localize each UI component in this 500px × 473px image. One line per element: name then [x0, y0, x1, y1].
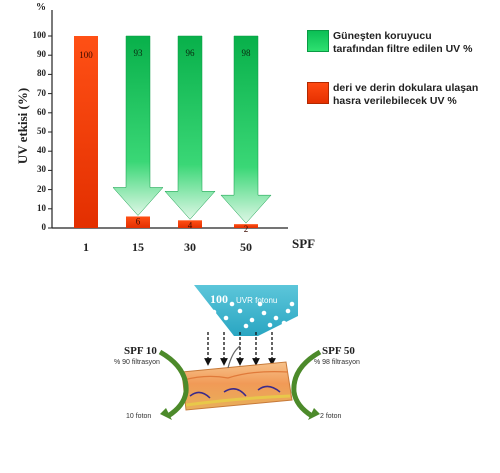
left-output-label: 10 foton: [126, 413, 152, 420]
y-tick-label: 50: [37, 126, 46, 136]
photon-dot: [289, 301, 295, 307]
hair: [227, 345, 241, 369]
photon-dot: [281, 320, 287, 326]
legend-label-reaching: deri ve derin dokulara ulaşan hasra veri…: [333, 82, 479, 107]
photon-dot: [203, 303, 209, 309]
skin-line: [183, 371, 289, 381]
y-tick-label: 10: [37, 202, 46, 213]
photon-dot: [243, 323, 249, 329]
legend-label-filtered: Güneşten koruyucu tarafından filtre edil…: [333, 30, 473, 55]
left-filter-label: % 90 filtrasyon: [114, 359, 160, 366]
photon-dot: [237, 308, 243, 314]
x-tick-label: 15: [132, 240, 144, 254]
right-arrowhead: [308, 408, 320, 420]
photon-dot: [267, 322, 273, 328]
data-label-reaching-1: 100: [79, 50, 93, 60]
left-output-arrow: [158, 349, 189, 419]
y-tick-label: 60: [37, 106, 46, 117]
y-tick-label: 90: [37, 49, 46, 60]
y-tick-label: 40: [37, 145, 46, 156]
y-tick-label: 100: [32, 30, 47, 40]
data-label-reaching-30: 4: [188, 220, 193, 230]
skin-vessels: [189, 385, 281, 399]
bar-reaching-15: [126, 216, 150, 228]
bar-filtered-30: [164, 35, 216, 220]
skin-fat-layer: [185, 394, 291, 407]
photon-dot: [219, 323, 225, 329]
data-label-filtered-30: 96: [186, 48, 196, 58]
x-tick-label: 30: [184, 240, 196, 254]
bar-filtered-50: [220, 35, 272, 224]
uvr-count: 100: [210, 292, 228, 306]
photon-dot: [223, 315, 229, 321]
data-label-filtered-50: 98: [242, 48, 252, 58]
right-output-arrow: [291, 349, 322, 419]
legend-swatch-green: [307, 30, 329, 52]
y-unit-label: %: [36, 2, 46, 13]
left-spf-label: SPF 10: [124, 345, 157, 357]
bar-reaching-1: [74, 36, 98, 228]
uvr-photon-box: [194, 285, 298, 336]
y-tick-label: 30: [37, 164, 46, 175]
bar-reaching-30: [178, 220, 202, 228]
data-label-filtered-15: 93: [134, 48, 144, 58]
x-tick-label: 1: [83, 240, 89, 254]
bar-filtered-15: [112, 35, 164, 216]
x-axis-title: SPF: [292, 236, 316, 251]
photon-dot: [257, 301, 263, 307]
bar-reaching-50: [234, 224, 258, 228]
x-tick-label: 50: [240, 240, 252, 254]
data-label-reaching-50: 2: [244, 224, 249, 234]
y-tick-label: 80: [37, 68, 46, 79]
photon-dot: [285, 308, 291, 314]
right-spf-label: SPF 50: [322, 345, 355, 357]
uvr-label: UVR fotonu: [236, 296, 278, 305]
photon-dot: [211, 309, 217, 315]
photon-dot: [261, 310, 267, 316]
photon-dot: [229, 301, 235, 307]
right-output-label: 2 foton: [320, 413, 342, 420]
legend-swatch-red: [307, 82, 329, 104]
y-tick-label: 70: [37, 87, 46, 98]
right-filter-label: % 98 filtrasyon: [314, 359, 360, 366]
photon-dot: [273, 315, 279, 321]
left-arrowhead: [160, 408, 172, 420]
y-tick-label: 20: [37, 183, 46, 194]
photon-dot: [249, 317, 255, 323]
data-label-reaching-15: 6: [136, 216, 141, 226]
y-tick-label: 0: [41, 222, 47, 232]
